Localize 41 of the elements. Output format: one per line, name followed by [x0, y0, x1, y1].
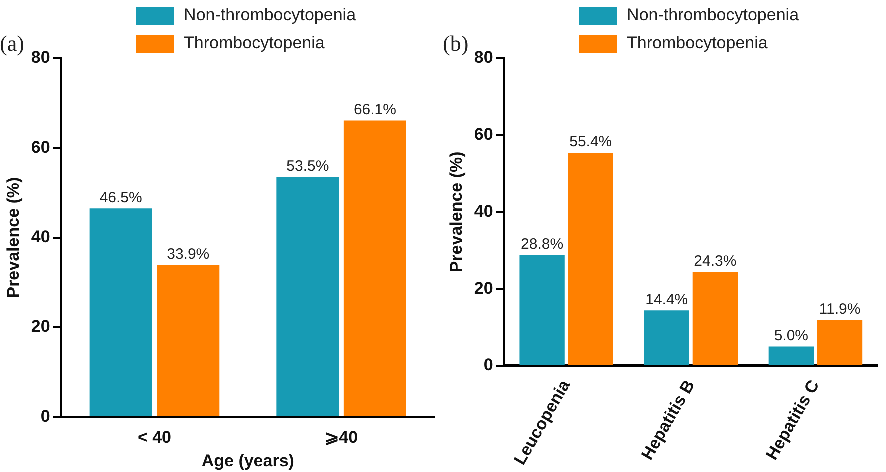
bar — [568, 152, 614, 365]
y-tick-label: 80 — [474, 48, 494, 68]
data-label: 11.9% — [819, 300, 861, 318]
x-axis-title: Age (years) — [202, 451, 294, 470]
bar — [276, 177, 340, 416]
y-tick-label: 40 — [31, 227, 50, 246]
legend-label: Non-thrombocytopenia — [184, 6, 357, 25]
y-tick-label: 0 — [40, 406, 50, 426]
y-axis-title: Prevalence (%) — [446, 152, 466, 273]
y-axis-title: Prevalence (%) — [4, 177, 23, 298]
bar — [157, 265, 220, 416]
legend-label: Thrombocytopenia — [627, 34, 768, 53]
bar — [692, 272, 738, 365]
chart-title: (b) — [443, 30, 469, 56]
bar — [817, 320, 863, 365]
chart-title: (a) — [0, 30, 24, 56]
bar — [768, 346, 814, 365]
y-tick-label: 20 — [474, 278, 494, 298]
data-label: 53.5% — [286, 158, 330, 175]
data-label: 14.4% — [646, 291, 688, 308]
bar — [644, 310, 690, 365]
x-tick-label: < 40 — [138, 428, 172, 448]
data-label: 24.3% — [694, 253, 737, 270]
y-tick-label: 0 — [484, 356, 494, 375]
bar — [520, 255, 565, 365]
data-label: 66.1% — [354, 101, 396, 118]
y-tick-label: 60 — [474, 124, 494, 144]
data-label: 5.0% — [774, 327, 809, 344]
bar — [344, 120, 406, 416]
data-label: 55.4% — [570, 134, 612, 151]
data-label: 28.8% — [521, 236, 564, 253]
data-label: 33.9% — [167, 246, 210, 263]
x-tick-label: ⩾40 — [325, 428, 358, 448]
y-tick-label: 80 — [31, 48, 50, 68]
data-label: 46.5% — [100, 189, 142, 206]
y-tick-label: 20 — [31, 317, 50, 336]
legend-label: Non-thrombocytopenia — [627, 6, 800, 25]
legend-label: Thrombocytopenia — [184, 34, 326, 53]
y-tick-label: 40 — [474, 202, 494, 221]
y-tick-label: 60 — [31, 138, 50, 157]
bar — [90, 208, 152, 416]
